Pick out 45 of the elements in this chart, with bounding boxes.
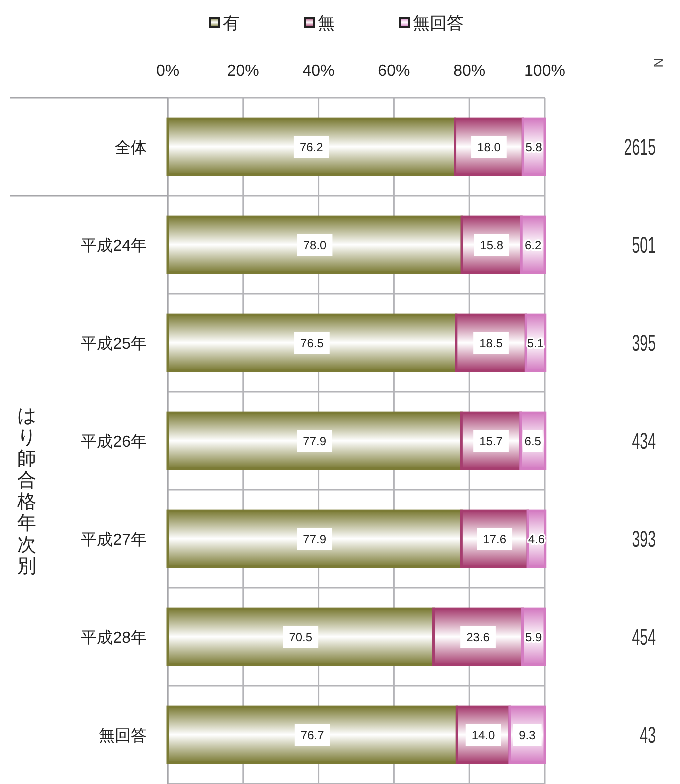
text: 454 bbox=[632, 626, 656, 652]
data-label: 17.6 bbox=[483, 532, 507, 546]
legend-label: 有 bbox=[223, 14, 240, 33]
text: 501 bbox=[632, 234, 656, 260]
data-label: 76.7 bbox=[300, 728, 325, 742]
y-tick-label: 平成25年 bbox=[81, 335, 147, 353]
legend-label: 無回答 bbox=[413, 14, 464, 33]
data-label: 5.1 bbox=[527, 336, 544, 350]
data-label: 6.2 bbox=[524, 238, 542, 252]
x-tick-label: 40% bbox=[302, 63, 335, 80]
data-label: 18.5 bbox=[480, 336, 504, 350]
data-label: 77.9 bbox=[303, 532, 327, 546]
x-tick-label: 60% bbox=[378, 63, 410, 80]
y-tick-label: 無回答 bbox=[99, 728, 147, 745]
text: 434 bbox=[632, 430, 656, 456]
data-label: 76.5 bbox=[300, 336, 324, 350]
y-tick-label: 全体 bbox=[115, 140, 147, 157]
data-label: 76.2 bbox=[300, 140, 324, 154]
text: 395 bbox=[632, 332, 656, 358]
text: 43 bbox=[640, 724, 656, 750]
y-tick-label: 平成26年 bbox=[81, 433, 147, 451]
data-label: 5.8 bbox=[526, 140, 543, 154]
text: N bbox=[651, 58, 666, 68]
text: 393 bbox=[632, 528, 656, 554]
x-tick-label: 100% bbox=[524, 63, 566, 80]
data-label: 6.5 bbox=[524, 434, 542, 448]
data-label: 70.5 bbox=[289, 630, 313, 644]
text: 2615 bbox=[624, 136, 656, 162]
data-label: 14.0 bbox=[472, 728, 496, 742]
data-label: 9.3 bbox=[519, 728, 536, 742]
y-tick-label: 平成28年 bbox=[81, 629, 147, 647]
y-tick-label: 平成27年 bbox=[81, 531, 147, 549]
data-label: 23.6 bbox=[466, 630, 490, 644]
data-label: 5.9 bbox=[526, 630, 543, 644]
x-tick-label: 80% bbox=[454, 63, 486, 80]
data-label: 18.0 bbox=[478, 140, 502, 154]
data-label: 77.9 bbox=[303, 434, 327, 448]
x-tick-label: 0% bbox=[156, 63, 180, 80]
legend-label: 無 bbox=[318, 14, 335, 33]
data-label: 15.8 bbox=[480, 238, 504, 252]
y-tick-label: 平成24年 bbox=[81, 237, 147, 255]
data-label: 78.0 bbox=[303, 238, 328, 252]
x-tick-label: 20% bbox=[227, 63, 260, 80]
data-label: 15.7 bbox=[480, 434, 504, 448]
y-axis-title: はり師合格年次別 bbox=[16, 406, 36, 578]
